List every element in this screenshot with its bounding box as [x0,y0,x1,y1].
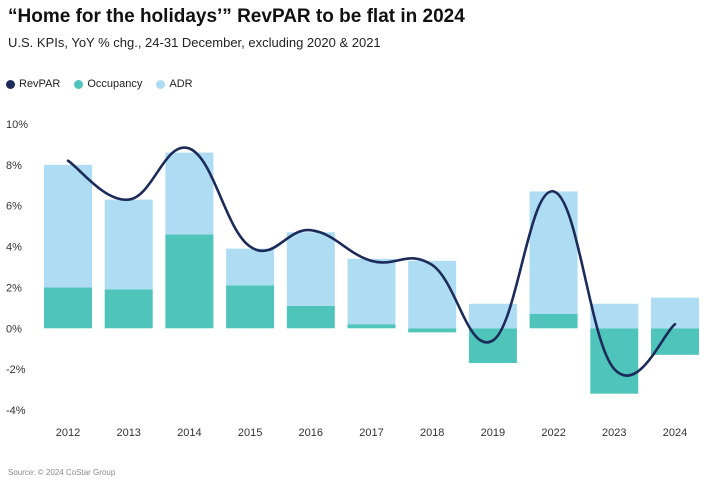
bar-occupancy [226,285,275,329]
chart-title: “Home for the holidays’” RevPAR to be fl… [8,6,465,27]
legend-item-revpar: RevPAR [6,78,60,90]
bar-adr [226,248,275,286]
chart-subtitle: U.S. KPIs, YoY % chg., 24-31 December, e… [8,35,381,50]
legend: RevPAR Occupancy ADR [6,78,193,90]
bar-occupancy [529,313,578,329]
bar-occupancy [44,287,92,329]
bar-adr [347,258,396,325]
source-note: Source: © 2024 CoStar Group [8,468,116,477]
bar-adr [408,260,457,329]
x-tick-label: 2024 [663,427,687,439]
y-tick-label: 0% [6,323,22,335]
x-tick-label: 2016 [299,427,323,439]
y-tick-label: 4% [6,242,22,254]
line-revpar [66,146,677,377]
legend-label-revpar: RevPAR [19,78,61,90]
x-tick-label: 2014 [177,427,201,439]
x-tick-label: 2022 [541,427,565,439]
bar-occupancy [468,328,517,364]
y-tick-label: 10% [6,119,28,131]
legend-label-adr: ADR [169,78,193,90]
y-tick-label: -2% [6,364,26,376]
legend-label-occupancy: Occupancy [87,78,143,90]
bar-occupancy [104,289,153,329]
x-tick-label: 2017 [359,427,383,439]
bar-adr [590,303,639,329]
bar-occupancy [286,305,335,329]
y-tick-label: 8% [6,160,22,172]
legend-item-adr: ADR [156,78,193,90]
bar-adr [286,232,335,306]
bar-occupancy [347,324,396,329]
legend-item-occupancy: Occupancy [74,78,142,90]
y-tick-label: -4% [6,405,26,417]
x-tick-label: 2023 [602,427,626,439]
y-tick-label: 2% [6,282,22,294]
legend-swatch-occupancy [74,79,84,89]
x-tick-label: 2019 [481,427,505,439]
bar-occupancy [590,328,639,394]
x-tick-label: 2012 [56,427,80,439]
chart-plot: 10% 8% 6% 4% 2% 0% -2% -4% 2012 2013 2014 2015 2016 2… [6,119,699,439]
bar-occupancy [165,234,214,329]
x-tick-label: 2018 [420,427,444,439]
y-tick-label: 6% [6,201,22,213]
legend-swatch-revpar [6,79,15,89]
bar-occupancy [408,328,457,333]
bar-adr [104,199,153,290]
legend-swatch-adr [156,79,166,89]
bar-occupancy [651,328,699,355]
bar-adr [44,164,92,288]
x-tick-label: 2015 [238,427,262,439]
x-tick-label: 2013 [116,427,140,439]
